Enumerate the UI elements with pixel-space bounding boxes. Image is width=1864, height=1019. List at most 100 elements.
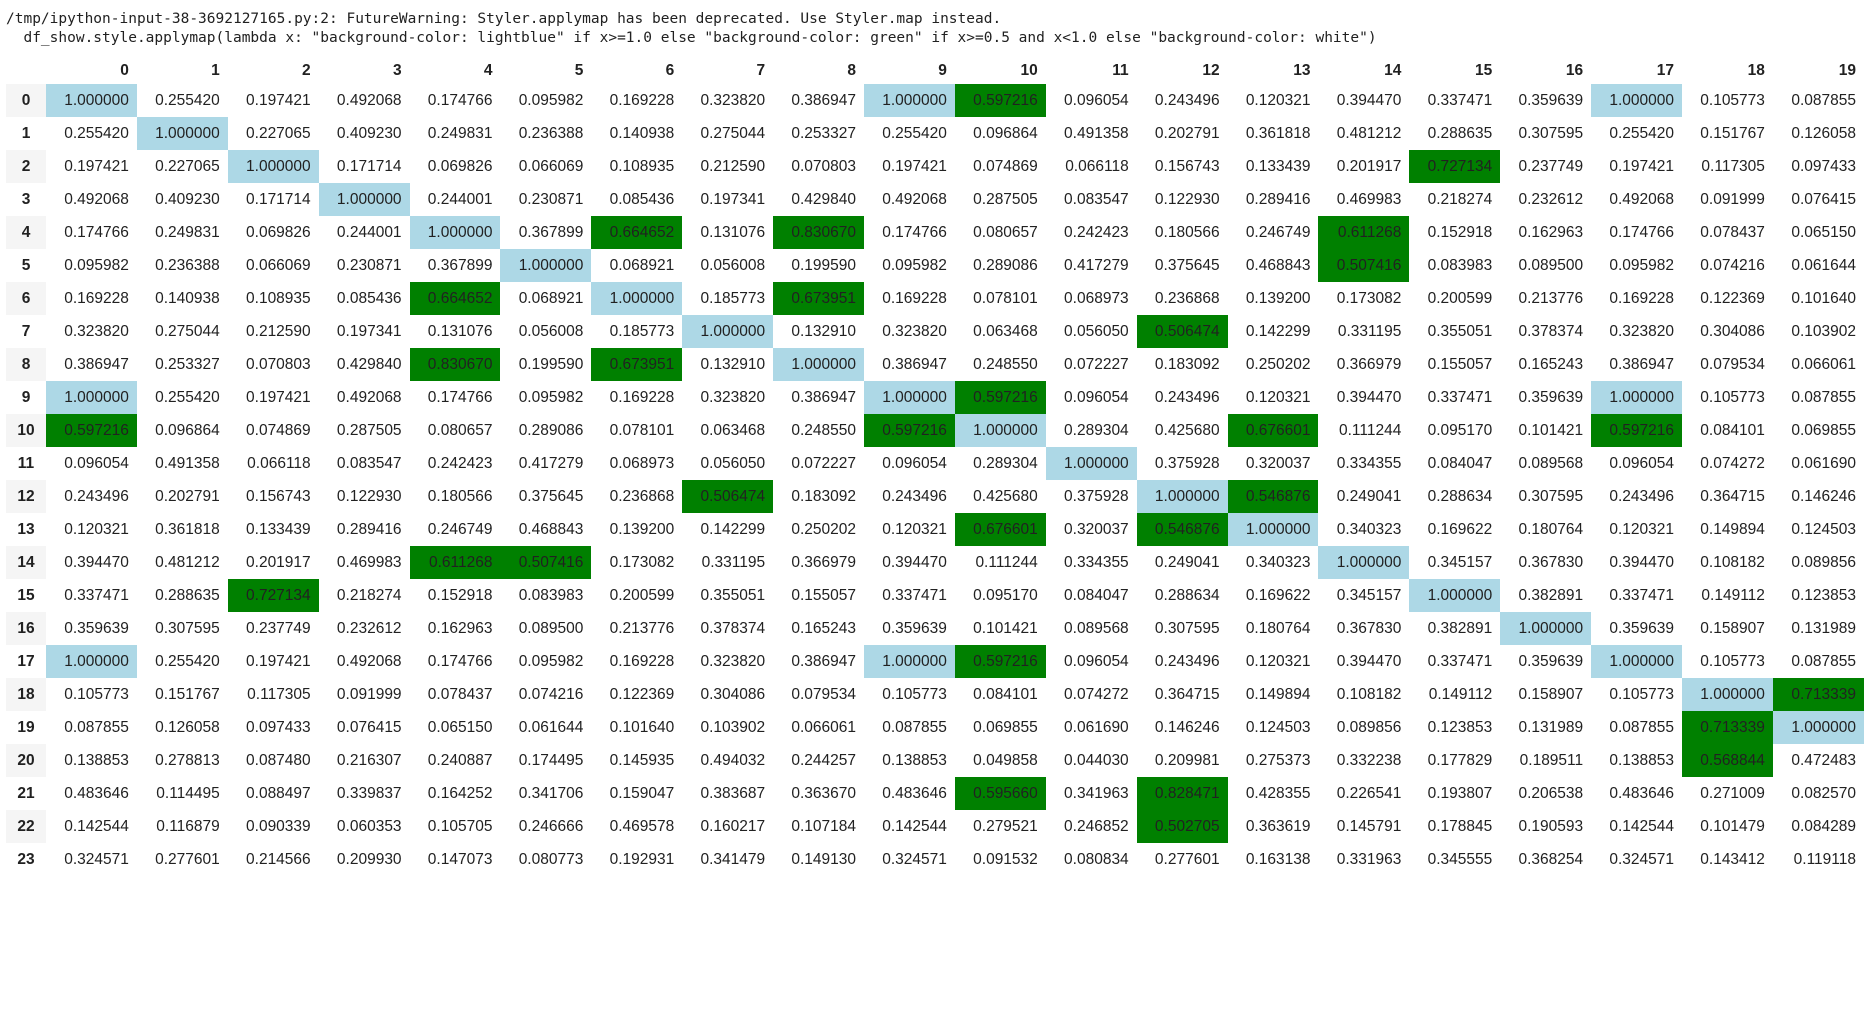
table-cell: 0.341706 <box>518 784 584 802</box>
table-cell: 1.000000 <box>1227 513 1319 546</box>
table-cell: 0.138853 <box>1591 744 1683 777</box>
table-cell: 0.331963 <box>1336 850 1402 868</box>
table-cell: 0.080834 <box>1064 850 1129 868</box>
table-cell: 0.083547 <box>1064 190 1129 208</box>
table-row: 21 0.483646 0.114495 0.088497 0.339837 0.1642… <box>6 777 1864 810</box>
table-cell: 0.367830 <box>1500 546 1592 579</box>
table-cell: 0.595660 <box>954 777 1046 810</box>
table-cell: 0.097433 <box>246 718 311 736</box>
table-cell: 0.727134 <box>227 579 319 612</box>
table-cell: 0.119118 <box>1793 850 1856 868</box>
table-cell: 1.000000 <box>1045 447 1137 480</box>
table-cell: 0.120321 <box>1245 388 1311 406</box>
row-index: 18 <box>17 685 35 703</box>
table-cell: 0.332238 <box>1318 744 1410 777</box>
table-cell: 0.394470 <box>1591 546 1683 579</box>
table-cell: 0.337471 <box>882 586 947 604</box>
table-cell: 0.727134 <box>1409 150 1501 183</box>
table-row: 2 0.197421 0.227065 1.000000 0.171714 0.06982… <box>6 150 1864 183</box>
table-cell: 0.366979 <box>773 546 865 579</box>
table-cell: 0.409230 <box>155 190 220 208</box>
column-header: 15 <box>1475 62 1493 79</box>
table-cell: 0.122930 <box>1154 190 1220 208</box>
table-cell: 0.324571 <box>64 850 129 868</box>
table-cell: 0.243496 <box>864 480 955 513</box>
table-cell: 0.243496 <box>1154 652 1220 670</box>
row-index: 4 <box>21 223 31 241</box>
column-header: 5 <box>574 62 584 79</box>
column-header: 2 <box>302 62 311 79</box>
table-cell: 0.255420 <box>1609 124 1675 142</box>
table-cell: 0.359639 <box>1500 84 1592 117</box>
table-cell: 0.386947 <box>791 652 857 670</box>
table-cell: 0.368254 <box>1518 850 1584 868</box>
table-cell: 0.151767 <box>136 678 228 711</box>
table-cell: 0.202791 <box>136 480 228 513</box>
table-row: 7 0.323820 0.275044 0.212590 0.197341 0.13107… <box>6 315 1864 348</box>
table-cell: 0.066061 <box>1772 348 1864 381</box>
table-row: 4 0.174766 0.249831 0.069826 0.244001 1.00000… <box>6 216 1864 249</box>
table-cell: 0.249041 <box>1136 546 1228 579</box>
table-cell: 0.095982 <box>882 256 947 274</box>
column-header: 18 <box>1747 62 1765 79</box>
table-cell: 0.386947 <box>791 388 857 406</box>
table-cell: 0.065150 <box>1772 216 1864 249</box>
table-cell: 0.361818 <box>1245 124 1311 142</box>
table-cell: 0.331195 <box>682 546 774 579</box>
table-cell: 0.248550 <box>954 348 1046 381</box>
table-cell: 0.105773 <box>1700 652 1765 670</box>
table-row: 11 0.096054 0.491358 0.066118 0.083547 0.2424… <box>6 447 1864 480</box>
table-cell: 0.177829 <box>1409 744 1501 777</box>
table-cell: 0.494032 <box>682 744 774 777</box>
table-cell: 0.169228 <box>609 652 675 670</box>
table-cell: 0.069855 <box>973 718 1038 736</box>
table-cell: 0.131076 <box>682 216 774 249</box>
table-cell: 0.097433 <box>1772 150 1864 183</box>
table-cell: 0.087855 <box>882 718 947 736</box>
table-row: 16 0.359639 0.307595 0.237749 0.232612 0.1629… <box>6 612 1864 645</box>
table-cell: 0.713339 <box>1772 678 1864 711</box>
table-cell: 0.078437 <box>409 678 501 711</box>
table-cell: 0.056008 <box>700 256 766 274</box>
table-cell: 0.288635 <box>155 586 220 604</box>
table-cell: 1.000000 <box>1136 480 1228 513</box>
table-cell: 0.160217 <box>682 810 774 843</box>
table-cell: 0.095982 <box>518 652 584 670</box>
table-cell: 0.394470 <box>1318 84 1410 117</box>
column-header: 1 <box>211 62 220 79</box>
table-cell: 0.139200 <box>609 520 675 538</box>
table-cell: 0.664652 <box>591 216 683 249</box>
table-row: 23 0.324571 0.277601 0.214566 0.209930 0.1470… <box>6 843 1864 876</box>
table-cell: 1.000000 <box>1591 645 1683 678</box>
table-cell: 0.080657 <box>954 216 1046 249</box>
table-cell: 0.089500 <box>1518 256 1584 274</box>
table-cell: 0.105773 <box>46 678 137 711</box>
table-cell: 0.132910 <box>791 322 857 340</box>
column-header-row: 0 1 2 3 4 5 6 7 8 9 10 11 12 13 14 15 16 17 18 19 <box>6 58 1864 84</box>
table-cell: 0.069855 <box>1772 414 1864 447</box>
table-cell: 0.206538 <box>1518 784 1584 802</box>
table-cell: 0.108935 <box>591 150 683 183</box>
table-cell: 0.147073 <box>427 850 493 868</box>
table-cell: 0.289086 <box>500 414 592 447</box>
table-cell: 0.492068 <box>1609 190 1675 208</box>
table-cell: 0.287505 <box>973 190 1038 208</box>
table-cell: 0.192931 <box>609 850 675 868</box>
table-cell: 0.507416 <box>500 546 592 579</box>
column-header: 13 <box>1293 62 1311 79</box>
table-cell: 1.000000 <box>864 381 955 414</box>
row-index: 2 <box>21 157 31 175</box>
table-cell: 0.345157 <box>1336 586 1402 604</box>
table-cell: 0.173082 <box>1318 282 1410 315</box>
warning-line-2: df_show.style.applymap(lambda x: "backgr… <box>6 30 1377 46</box>
table-cell: 0.087855 <box>64 718 129 736</box>
table-cell: 0.375645 <box>1154 256 1220 274</box>
table-cell: 1.000000 <box>864 645 955 678</box>
table-cell: 0.209981 <box>1136 744 1228 777</box>
row-index: 16 <box>17 619 35 637</box>
row-index: 22 <box>17 817 35 835</box>
table-cell: 0.429840 <box>791 190 857 208</box>
table-cell: 0.323820 <box>64 322 129 340</box>
table-cell: 0.244257 <box>773 744 865 777</box>
table-cell: 0.324571 <box>1609 850 1675 868</box>
